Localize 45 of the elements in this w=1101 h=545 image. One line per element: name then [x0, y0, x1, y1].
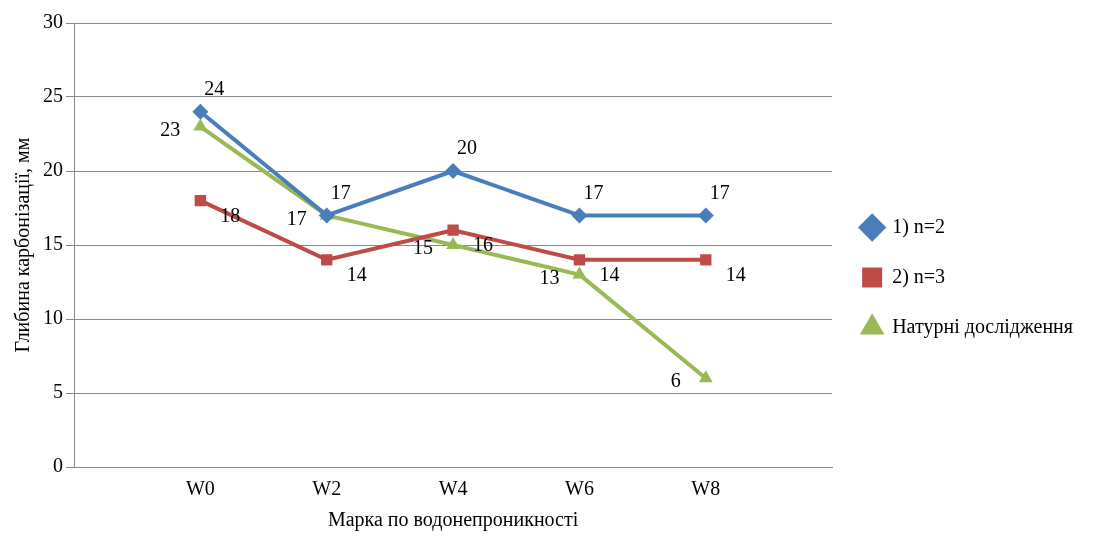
x-tick-label: W2 [312, 477, 342, 500]
data-label: 15 [413, 236, 434, 259]
data-label: 14 [725, 263, 746, 286]
point [697, 207, 714, 224]
data-label: 24 [204, 77, 225, 100]
y-tick-label: 5 [53, 380, 63, 403]
data-label: 20 [457, 136, 478, 159]
x-tick-label: W8 [691, 477, 721, 500]
point [194, 194, 207, 207]
data-label: 14 [346, 263, 367, 286]
data-label: 16 [473, 233, 494, 256]
y-tick-label: 10 [43, 306, 63, 329]
y-tick-label: 0 [53, 454, 63, 477]
legend-label: 1) n=2 [892, 214, 946, 238]
point [573, 254, 586, 266]
data-label: 23 [160, 117, 181, 140]
y-tick-label: 20 [43, 158, 63, 181]
point [192, 103, 209, 120]
legend-label: 2) n=3 [892, 264, 946, 288]
point [447, 224, 459, 236]
point [321, 254, 333, 266]
x-tick-label: W4 [438, 477, 468, 500]
x-tick-label: W6 [564, 477, 594, 500]
point [193, 118, 208, 131]
y-tick-label: 15 [43, 232, 63, 255]
x-tick-label: W0 [185, 477, 215, 500]
data-label: 17 [709, 180, 730, 203]
legend-label: Натурні дослідження [892, 314, 1073, 338]
point [698, 370, 713, 383]
data-label: 6 [670, 369, 681, 392]
y-tick-label: 25 [43, 84, 63, 107]
data-label: 14 [599, 263, 620, 286]
point [318, 207, 335, 224]
data-label: 17 [330, 180, 351, 203]
data-label: 13 [539, 265, 560, 288]
point [571, 207, 588, 224]
y-tick-label: 30 [43, 10, 63, 33]
data-label: 17 [286, 206, 307, 229]
data-label: 17 [583, 180, 604, 203]
point [446, 237, 461, 249]
point [700, 254, 712, 266]
point [445, 163, 462, 179]
y-axis-title: Глибина карбонізації, мм [11, 137, 35, 353]
x-axis-title: Марка по водонепроникності [327, 508, 579, 532]
point [572, 266, 587, 279]
